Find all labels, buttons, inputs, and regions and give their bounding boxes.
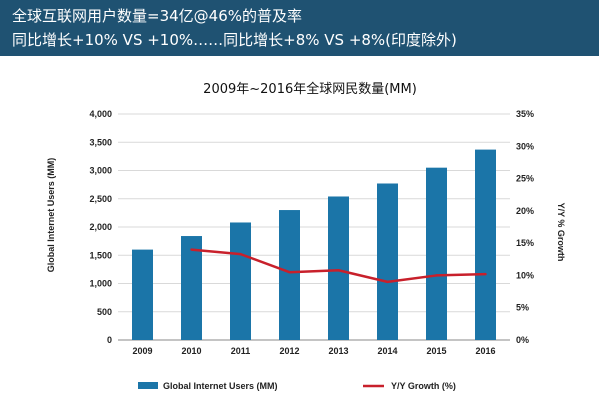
right-axis-ticks: 0% 5% 10% 15% 20% 25% 30% 35% [516,109,534,345]
left-tick-label: 2,000 [89,222,112,232]
chart-legend: Global Internet Users (MM) Y/Y Growth (%… [138,381,456,391]
x-tick-label: 2010 [181,346,201,356]
x-tick-label: 2015 [426,346,446,356]
bar [132,249,153,340]
left-tick-label: 3,500 [89,137,112,147]
growth-point [288,271,291,274]
bar [181,236,202,340]
right-tick-label: 10% [516,270,534,280]
x-axis-ticks: 2009 2010 2011 2012 2013 2014 2015 2016 [132,346,495,356]
x-tick-label: 2016 [475,346,495,356]
x-tick-label: 2013 [328,346,348,356]
bar-series [132,149,496,340]
x-tick-label: 2009 [132,346,152,356]
growth-point [337,269,340,272]
growth-point [435,274,438,277]
right-tick-label: 0% [516,335,529,345]
legend-line-label: Y/Y Growth (%) [391,381,456,391]
left-tick-label: 0 [107,335,112,345]
legend-bar-label: Global Internet Users (MM) [163,381,278,391]
growth-point [239,252,242,256]
growth-line-series [190,248,487,284]
growth-point [386,280,389,284]
legend-bar-swatch [138,382,158,389]
chart-gridlines [118,113,510,341]
x-tick-label: 2012 [279,346,299,356]
chart-title: 2009年~2016年全球网民数量(MM) [203,81,417,97]
left-axis-title: Global Internet Users (MM) [46,158,56,273]
bar [230,222,251,340]
right-tick-label: 15% [516,238,534,248]
left-tick-label: 2,500 [89,194,112,204]
left-tick-label: 500 [97,307,112,317]
left-axis-ticks: 0 500 1,000 1,500 2,000 2,500 3,000 3,500 4,000 [89,109,112,345]
right-axis-title: Y/Y % Growth [556,203,566,262]
left-tick-label: 3,000 [89,166,112,176]
x-tick-label: 2014 [377,346,397,356]
left-tick-label: 1,000 [89,279,112,289]
right-tick-label: 5% [516,303,529,313]
left-tick-label: 1,500 [89,250,112,260]
left-tick-label: 4,000 [89,109,112,119]
bar [279,210,300,340]
banner-headline: 全球互联网用户数量=34亿@46%的普及率 [12,7,302,25]
right-tick-label: 20% [516,206,534,216]
right-tick-label: 30% [516,141,534,151]
right-tick-label: 35% [516,109,534,119]
growth-point [484,272,487,276]
x-tick-label: 2011 [231,346,251,356]
right-tick-label: 25% [516,174,534,184]
bar [377,183,398,340]
bar [475,149,496,340]
header-banner: 全球互联网用户数量=34亿@46%的普及率 同比增长+10% VS +10%……… [0,0,599,56]
growth-point [190,248,193,251]
bar [328,196,349,340]
banner-subline: 同比增长+10% VS +10%……同比增长+8% VS +8%(印度除外) [12,31,457,49]
bar [426,167,447,340]
